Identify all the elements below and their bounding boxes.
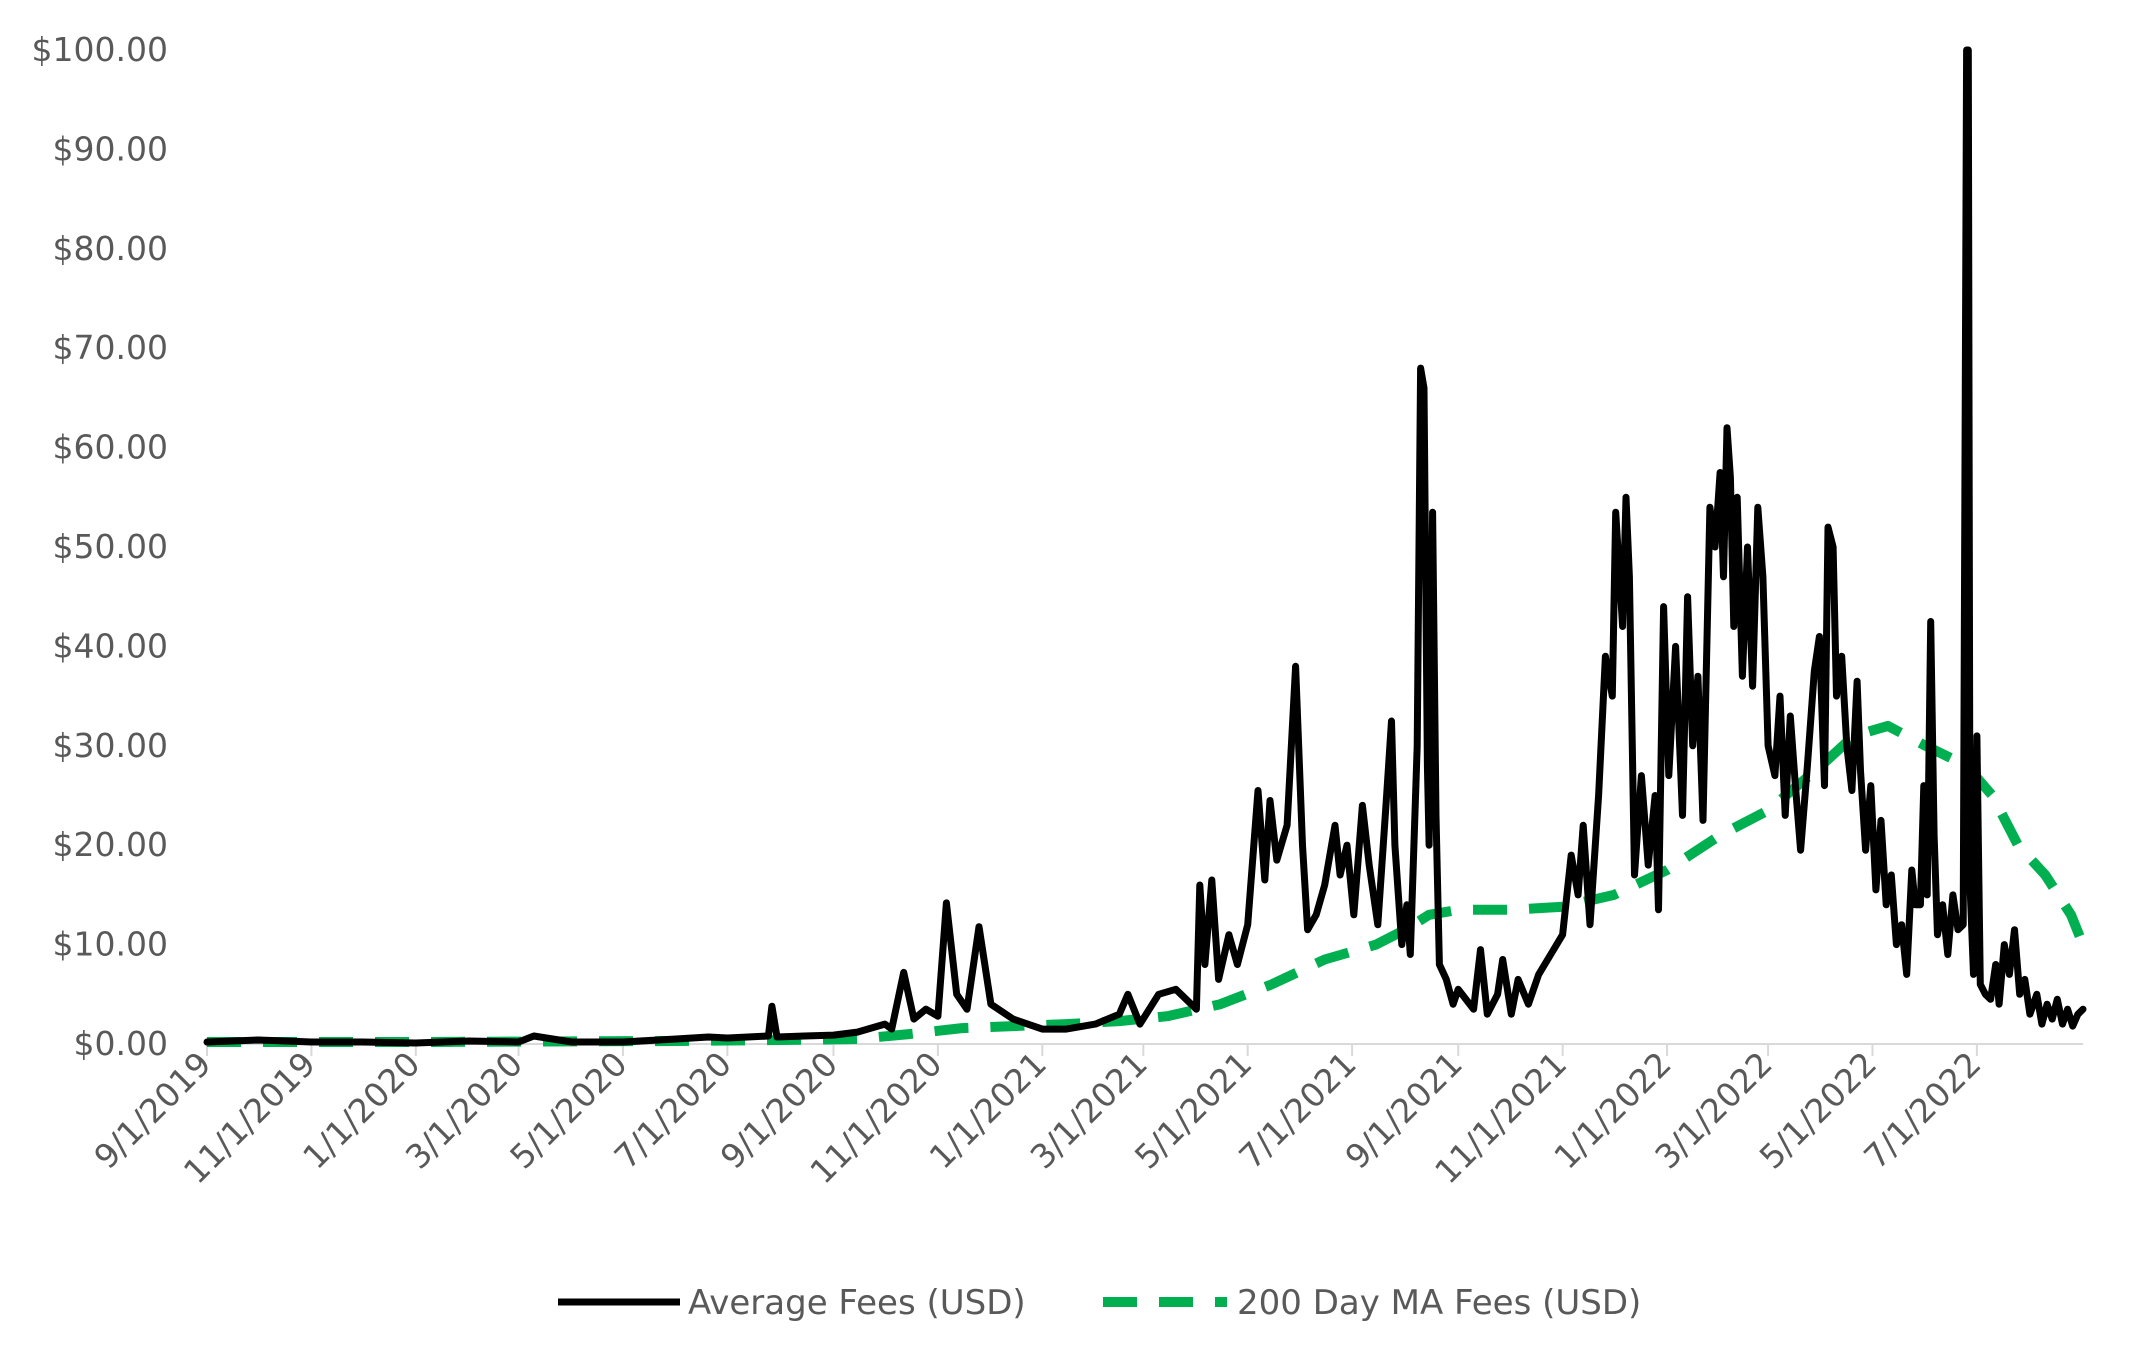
y-tick-label: $90.00 xyxy=(53,129,168,168)
y-axis: $0.00 $10.00 $20.00 $30.00 $40.00 $50.00 $60.0… xyxy=(32,30,168,1063)
y-tick-label: $0.00 xyxy=(74,1024,168,1063)
y-tick-label: $20.00 xyxy=(53,825,168,864)
y-tick-label: $50.00 xyxy=(53,527,168,566)
legend: Average Fees (USD) 200 Day MA Fees (USD) xyxy=(558,1283,1641,1323)
series-lines xyxy=(203,46,2088,1047)
y-tick-label: $100.00 xyxy=(32,30,168,69)
legend-label-average-fees: Average Fees (USD) xyxy=(688,1283,1026,1323)
y-tick-label: $30.00 xyxy=(53,726,168,765)
x-axis: 9/1/201911/1/20191/1/20203/1/20205/1/202… xyxy=(86,1043,2083,1191)
series-line-ma-fees xyxy=(207,720,2088,1047)
y-tick-label: $70.00 xyxy=(53,328,168,367)
legend-label-ma-fees: 200 Day MA Fees (USD) xyxy=(1237,1283,1641,1323)
y-tick-label: $40.00 xyxy=(53,626,168,665)
y-tick-label: $10.00 xyxy=(53,925,168,964)
y-tick-label: $60.00 xyxy=(53,428,168,467)
series-line-average-fees xyxy=(203,46,2087,1047)
y-tick-label: $80.00 xyxy=(53,229,168,268)
